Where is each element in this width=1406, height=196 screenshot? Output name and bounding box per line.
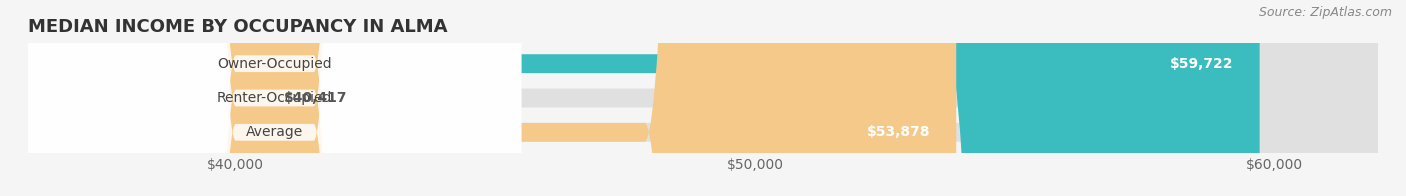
- Text: Owner-Occupied: Owner-Occupied: [218, 57, 332, 71]
- Text: MEDIAN INCOME BY OCCUPANCY IN ALMA: MEDIAN INCOME BY OCCUPANCY IN ALMA: [28, 18, 447, 36]
- Text: $40,417: $40,417: [284, 91, 347, 105]
- FancyBboxPatch shape: [28, 0, 522, 196]
- Text: $59,722: $59,722: [1170, 57, 1233, 71]
- FancyBboxPatch shape: [28, 0, 1378, 196]
- FancyBboxPatch shape: [28, 0, 956, 196]
- Text: Renter-Occupied: Renter-Occupied: [217, 91, 332, 105]
- FancyBboxPatch shape: [28, 0, 1260, 196]
- FancyBboxPatch shape: [0, 0, 340, 196]
- Text: Average: Average: [246, 125, 304, 139]
- FancyBboxPatch shape: [28, 0, 522, 196]
- FancyBboxPatch shape: [28, 0, 1378, 196]
- Text: Source: ZipAtlas.com: Source: ZipAtlas.com: [1258, 6, 1392, 19]
- Text: $53,878: $53,878: [866, 125, 931, 139]
- FancyBboxPatch shape: [28, 0, 522, 196]
- FancyBboxPatch shape: [28, 0, 1378, 196]
